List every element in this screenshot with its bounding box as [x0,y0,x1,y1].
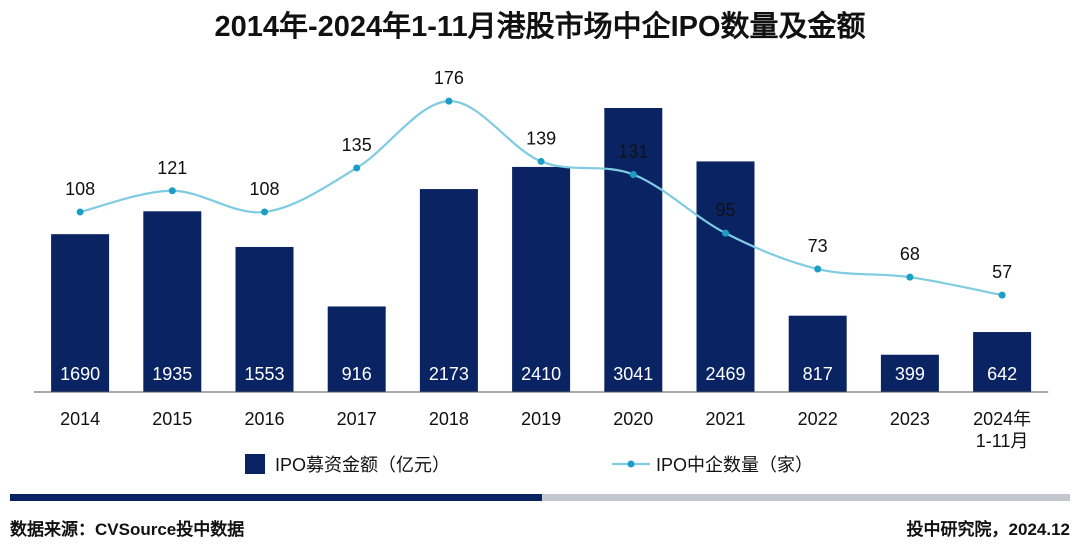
line-value-label: 131 [618,141,648,161]
line-marker [906,273,914,281]
line-value-label: 176 [434,68,464,88]
legend-bar-label: IPO募资金额（亿元） [275,455,450,475]
bar [973,332,1032,392]
x-tick-label: 2017 [337,409,377,429]
bar-value-label: 3041 [613,364,653,384]
line-marker [722,229,729,237]
legend-line-label: IPO中企数量（家） [656,455,813,475]
bar [880,354,939,392]
line-value-label: 139 [526,128,556,148]
line-marker [76,208,84,216]
line-value-label: 68 [900,244,920,264]
bar-value-label: 1553 [244,364,284,384]
line-marker [168,187,176,195]
line-marker [814,265,822,273]
x-tick-label: 2016 [244,409,284,429]
x-tick-label: 2023 [890,409,930,429]
line-marker [353,164,361,172]
bar [51,234,110,392]
line-value-label: 108 [65,179,95,199]
line-marker [445,97,453,105]
line-markers [76,97,1006,299]
legend-line-marker [627,460,635,468]
bar-value-label: 817 [803,364,833,384]
line-marker [998,291,1006,299]
line-series [79,100,1003,297]
line-value-label: 108 [249,179,279,199]
bar-value-label: 1935 [152,364,192,384]
line-marker [629,170,637,178]
footer-rule-dark [10,494,542,501]
footer-rule-light [542,494,1070,501]
bar [696,161,755,392]
bar-series [51,108,1032,392]
line-value-label: 57 [992,262,1012,282]
x-tick-labels: 2014 2015 2016 2017 2018 2019 2020 2021 2022 2023… [60,409,1031,451]
source-note: 数据来源：CVSource投中数据 [10,519,244,539]
line-value-label: 121 [157,158,187,178]
x-tick-label: 2022 [798,409,838,429]
x-tick-label: 2019 [521,409,561,429]
line-value-label: 135 [342,135,372,155]
x-tick-label: 1-11月 [976,431,1029,451]
x-tick-label: 2024年 [973,409,1031,429]
line-marker [537,157,545,165]
x-tick-label: 2018 [429,409,469,429]
line-value-label: 73 [808,236,828,256]
bar [419,189,478,392]
bar-value-label: 2173 [429,364,469,384]
x-tick-label: 2021 [705,409,745,429]
bar-value-label: 399 [895,364,925,384]
bar-value-label: 916 [342,364,372,384]
credit-note: 投中研究院，2024.12 [907,519,1070,539]
bar [327,306,386,392]
bar-value-label: 2410 [521,364,561,384]
legend-bar-swatch [245,454,265,474]
bar [235,246,294,392]
bar-labels: 1690 1935 1553 916 2173 2410 3041 2469 817 399 642 [60,364,1017,384]
x-tick-label: 2020 [613,409,653,429]
bar [604,108,663,392]
legend: IPO募资金额（亿元） IPO中企数量（家） [245,454,813,475]
x-tick-label: 2014 [60,409,100,429]
line-marker [261,208,268,216]
line-value-label: 95 [715,200,735,220]
bar-value-label: 2469 [705,364,745,384]
x-tick-label: 2015 [152,409,192,429]
bar [143,211,202,392]
line-labels: 108 121 108 135 176 139 131 95 73 68 57 [65,68,1012,282]
chart-title: 2014年-2024年1-11月港股市场中企IPO数量及金额 [214,9,865,43]
bar-value-label: 642 [987,364,1017,384]
bar [788,315,847,392]
bar-value-label: 1690 [60,364,100,384]
bar [512,166,571,392]
